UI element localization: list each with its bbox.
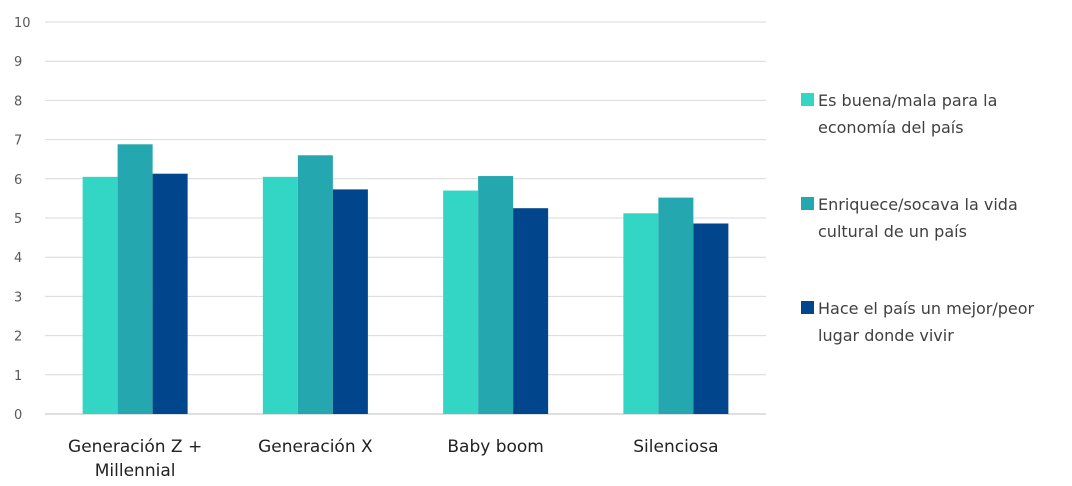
bar (623, 213, 659, 414)
legend-item: Es buena/mala para la economía del país (801, 91, 997, 137)
y-tick-label: 5 (14, 212, 22, 227)
y-tick-label: 4 (14, 251, 22, 266)
bar (478, 176, 514, 414)
legend-swatch (801, 197, 814, 210)
y-tick-label: 0 (14, 408, 22, 423)
bar (513, 208, 549, 414)
y-tick-label: 10 (14, 16, 31, 31)
legend-swatch (801, 301, 814, 314)
bar (117, 144, 153, 414)
y-axis-tick-labels: 0 1 2 3 4 5 6 7 8 9 10 (14, 16, 31, 423)
bars (82, 144, 729, 414)
bar (262, 176, 298, 414)
x-category-label: Silenciosa (633, 437, 718, 457)
y-tick-label: 8 (14, 94, 22, 109)
legend: Es buena/mala para la economía del país En… (801, 91, 1035, 345)
y-tick-label: 9 (14, 55, 22, 70)
bar (297, 155, 333, 414)
legend-label: Es buena/mala para la economía del país (818, 91, 997, 137)
bar (658, 197, 694, 414)
bar (693, 223, 729, 414)
legend-label: Hace el país un mejor/peor lugar donde vi… (818, 299, 1035, 345)
x-category-label: Generación X (258, 437, 373, 457)
y-tick-label: 6 (14, 173, 22, 188)
bar (82, 176, 118, 414)
legend-item: Enriquece/socava la vida cultural de un p… (801, 195, 1018, 241)
bar (152, 173, 188, 414)
legend-item: Hace el país un mejor/peor lugar donde vi… (801, 299, 1035, 345)
y-tick-label: 1 (14, 369, 22, 384)
y-tick-label: 3 (14, 290, 22, 305)
legend-swatch (801, 93, 814, 106)
y-tick-label: 2 (14, 330, 22, 345)
bar (443, 190, 479, 414)
legend-label: Enriquece/socava la vida cultural de un p… (818, 195, 1018, 241)
x-axis-category-labels: Generación Z + Millennial Generación X Baby… (68, 437, 718, 481)
bar (332, 189, 368, 414)
x-category-label: Baby boom (447, 437, 544, 457)
x-category-label: Generación Z + Millennial (68, 437, 202, 481)
y-tick-label: 7 (14, 134, 22, 149)
